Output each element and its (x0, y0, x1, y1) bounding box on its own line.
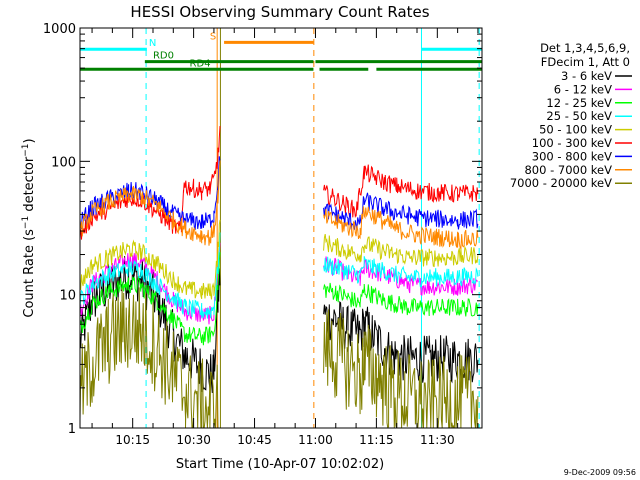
flag-label-s: S (210, 31, 216, 42)
legend-entry-label-1: 6 - 12 keV (554, 82, 612, 96)
legend-header-line-2: FDecim 1, Att 0 (541, 55, 630, 69)
x-tick-label-4: 11:15 (359, 433, 394, 447)
x-tick-label-3: 11:00 (298, 433, 333, 447)
y-tick-label-1: 10 (59, 289, 76, 304)
legend-entry-label-3: 25 - 50 keV (546, 109, 612, 123)
x-axis-ticks: 10:15 10:30 10:45 11:00 11:15 11:30 (91, 28, 479, 447)
series-line-6 (80, 156, 479, 231)
x-tick-label-5: 11:30 (420, 433, 455, 447)
y-axis-label: Count Rate (s−1 detector−1) (21, 138, 37, 317)
legend-entry-label-2: 12 - 25 keV (546, 96, 612, 110)
legend-entry-label-4: 50 - 100 keV (539, 123, 612, 137)
series-line-8 (80, 287, 479, 428)
legend-entry-label-7: 800 - 7000 keV (524, 163, 612, 177)
legend-entry-label-6: 300 - 800 keV (532, 149, 612, 163)
legend: Det 1,3,4,5,6,9, FDecim 1, Att 0 3 - 6 k… (510, 41, 632, 190)
x-tick-label-1: 10:30 (176, 433, 211, 447)
series-line-4 (80, 219, 479, 300)
series-line-2 (80, 252, 479, 346)
x-tick-label-2: 10:45 (237, 433, 272, 447)
flag-bars: N S RD0 RD4 (79, 31, 482, 71)
flag-label-n: N (149, 38, 156, 49)
flag-label-rd4: RD4 (190, 58, 211, 69)
y-tick-label-2: 100 (51, 155, 76, 170)
series-line-3 (80, 232, 479, 319)
series-line-7 (80, 160, 479, 250)
series-layer (80, 125, 479, 428)
x-axis-label: Start Time (10-Apr-07 10:02:02) (176, 457, 384, 472)
y-axis-ticks: 1 10 100 1000 (43, 22, 482, 437)
x-tick-label-0: 10:15 (115, 433, 150, 447)
flag-label-rd0: RD0 (153, 51, 174, 62)
y-tick-label-3: 1000 (43, 22, 76, 37)
y-tick-label-0: 1 (68, 422, 76, 437)
generation-timestamp: 9-Dec-2009 09:56 (564, 468, 636, 477)
legend-entry-label-5: 100 - 300 keV (532, 136, 612, 150)
legend-entry-label-0: 3 - 6 keV (561, 69, 612, 83)
legend-entry-label-8: 7000 - 20000 keV (510, 176, 612, 190)
chart-title: HESSI Observing Summary Count Rates (130, 3, 429, 21)
plot-frame (79, 27, 483, 429)
legend-header-line-1: Det 1,3,4,5,6,9, (540, 41, 630, 55)
